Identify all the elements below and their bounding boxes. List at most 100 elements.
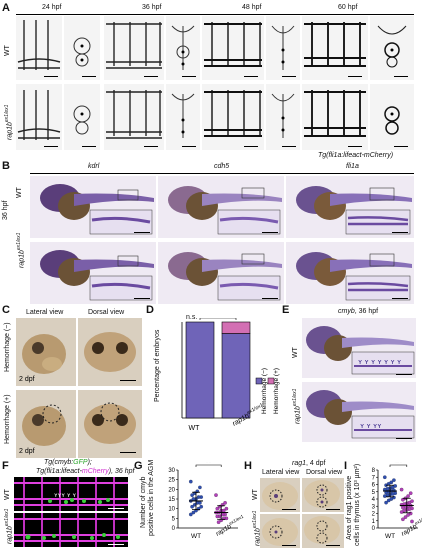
- chartI-point-1-21: [403, 515, 408, 519]
- panel-c-row-neg: Hemorrhage (−): [4, 322, 11, 372]
- a-wt-60-lateral: [302, 16, 368, 80]
- chartG-ytick-label-1: 5: [172, 516, 176, 522]
- gene-bar: [30, 173, 414, 174]
- h-wt-dorsal: [302, 478, 344, 512]
- e-mut-embryo: ʏ ʏ ʏʏ: [302, 382, 416, 442]
- h-mut-dorsal: [302, 514, 344, 548]
- chartG-point-0-17: [191, 510, 196, 515]
- chartG-point-0-14: [199, 504, 204, 509]
- chartI-ytick-label-4: 4: [372, 497, 376, 503]
- chartI-point-1-20: [406, 513, 410, 517]
- timepoint-48hpf: 48 hpf: [242, 4, 262, 11]
- a-wt-60-cross: [370, 16, 414, 80]
- b-mut-fli1a: [286, 242, 414, 304]
- c-pos-stamp: 2 dpf: [19, 448, 35, 455]
- panel-e-title: cmyb, 36 hpf: [338, 308, 379, 315]
- panel-e-row-wt: WT: [292, 347, 299, 358]
- a-mut-48-lateral: [202, 84, 264, 150]
- panel-b-row-wt: WT: [16, 187, 23, 198]
- chartG-ytick-label-0: 0: [172, 526, 176, 532]
- chartG-point-0-0: [188, 479, 193, 484]
- b-wt-kdrl: [30, 176, 156, 238]
- panel-a-label: A: [2, 2, 10, 14]
- chartG-sig-bracket: [195, 464, 222, 467]
- chartI-sig-bracket: [389, 464, 408, 467]
- panel-i-label: I: [344, 460, 348, 472]
- a-mut-60-cross: [370, 84, 414, 150]
- a-wt-24-lateral: [16, 16, 62, 80]
- panel-h-dorsal: Dorsal view: [306, 469, 343, 476]
- chartG-point-0-18: [188, 512, 193, 517]
- panel-c-row-pos: Hemorrhage (+): [4, 394, 11, 444]
- panel-g-label: G: [134, 460, 143, 472]
- panel-f-title-line1: Tg(cmyb:GFP);: [44, 459, 92, 466]
- chartG-point-0-4: [190, 493, 194, 497]
- b-mut-cdh5: [158, 242, 284, 304]
- a-wt-36-cross: [166, 16, 200, 80]
- panel-a-transgene: Tg(fli1a:lifeact-mCherry): [318, 152, 394, 159]
- e-wt-embryo: ʏ ʏ ʏ ʏ ʏ ʏ ʏ: [302, 318, 416, 378]
- d-legend-text-pos: Hemorrhage (+): [273, 368, 280, 414]
- f-wt-image: ʏʏʏ ʏ ʏ: [14, 477, 128, 511]
- gene-cdh5: cdh5: [214, 163, 230, 170]
- d-legend-swatch-pos: [267, 377, 275, 385]
- panel-c-dorsal: Dorsal view: [88, 309, 125, 316]
- chartI-point-1-0: [399, 487, 404, 492]
- d-legend-swatch-neg: [255, 377, 263, 385]
- c-neg-dorsal: [78, 318, 142, 386]
- chartI-ytick-label-8: 8: [372, 468, 376, 474]
- d-bar-0-0: [185, 321, 215, 419]
- chartI-xlabel-wt: WT: [385, 533, 395, 540]
- panel-d-sig: n.s.: [186, 314, 198, 321]
- chartI-ytick-label-3: 3: [372, 504, 376, 510]
- chartI-point-1-1: [408, 491, 413, 496]
- a-mut-24-cross: [64, 84, 100, 150]
- panel-h-lateral: Lateral view: [262, 469, 300, 476]
- a-wt-48-cross: [266, 16, 300, 80]
- chartI-point-1-2: [406, 494, 410, 498]
- a-wt-36-lateral: [104, 16, 164, 80]
- timepoint-36hpf: 36 hpf: [142, 4, 162, 11]
- h-mut-lateral: [260, 514, 300, 548]
- d-xlabel-wt: WT: [189, 425, 201, 432]
- c-pos-dorsal: [78, 390, 142, 458]
- chartG-point-0-6: [196, 495, 201, 499]
- gene-kdrl: kdrl: [88, 163, 100, 170]
- chartI-ytick-label-2: 2: [372, 512, 376, 518]
- timepoint-24hpf: 24 hpf: [42, 4, 62, 11]
- panel-c-lateral: Lateral view: [26, 309, 64, 316]
- a-wt-24-cross: [64, 16, 100, 80]
- chartG-ytick-label-6: 30: [168, 468, 175, 474]
- svg-text:ʏ ʏ ʏ ʏ ʏ ʏ ʏ: ʏ ʏ ʏ ʏ ʏ ʏ ʏ: [358, 358, 401, 366]
- panel-i-ylabel-1: Area of rag1 positive: [346, 475, 353, 540]
- timepoint-60hpf: 60 hpf: [338, 4, 358, 11]
- c-pos-lateral: 2 dpf: [16, 390, 76, 458]
- panel-b-row-mutant: rap1bex1/ex1: [16, 232, 26, 268]
- chartI-point-1-18: [399, 510, 404, 514]
- c-neg-stamp: 2 dpf: [19, 376, 35, 383]
- a-mut-36-cross: [166, 84, 200, 150]
- chartI-ytick-label-1: 1: [372, 519, 376, 525]
- d-bar-1-1: [221, 321, 251, 334]
- a-mut-48-cross: [266, 84, 300, 150]
- chartG-ytick-label-2: 10: [168, 507, 175, 513]
- chartI-point-0-0: [382, 475, 387, 480]
- chartG-point-0-1: [198, 485, 202, 490]
- b-mut-kdrl: [30, 242, 156, 304]
- chartI-point-0-21: [386, 498, 391, 503]
- panel-h-row-wt: WT: [252, 489, 259, 500]
- chartI-ytick-label-6: 6: [372, 483, 376, 489]
- chartG-xlabel-wt: WT: [191, 533, 201, 540]
- a-mut-36-lateral: [104, 84, 164, 150]
- panel-b-label: B: [2, 160, 10, 172]
- panel-g-ylabel-1: Number of cmyb: [140, 476, 147, 528]
- panel-d-label: D: [146, 304, 154, 316]
- panel-b-stage: 36 hpf: [2, 200, 9, 220]
- chartG-point-1-0: [214, 493, 218, 497]
- chartI-point-1-22: [401, 517, 405, 522]
- panel-a-row-mutant: rap1bex1/ex1: [4, 104, 14, 140]
- chartG-ytick-label-5: 25: [168, 478, 175, 484]
- panel-f-row-wt: WT: [4, 489, 11, 500]
